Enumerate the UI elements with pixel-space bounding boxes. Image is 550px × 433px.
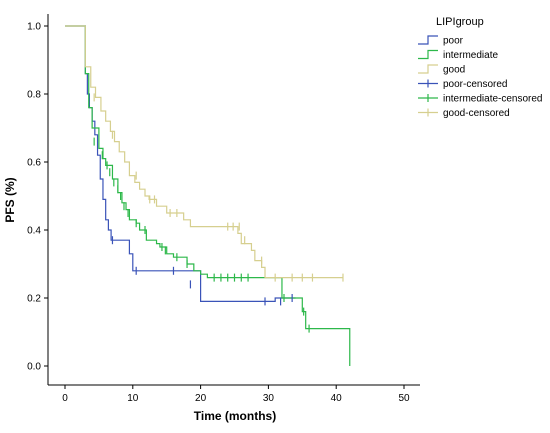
y-ticks: 0.0 0.2 0.4 0.6 0.8 1.0 xyxy=(27,22,48,373)
x-tick-label: 0 xyxy=(62,393,68,404)
series-line-intermediate xyxy=(65,25,351,366)
legend-items: poor intermediate good poor-censored interme… xyxy=(418,35,543,119)
legend-swatch-step xyxy=(418,49,438,60)
x-tick-label: 40 xyxy=(331,393,343,404)
legend: LIPIgroup poor intermediate good poor-censo… xyxy=(418,16,543,119)
y-tick-label: 1.0 xyxy=(27,22,41,33)
legend-swatch-step xyxy=(418,64,438,74)
x-tick-label: 10 xyxy=(127,393,139,404)
legend-item-intermediate-censored: intermediate-censored xyxy=(418,94,543,105)
legend-item-poor: poor xyxy=(418,35,464,47)
x-tick-label: 30 xyxy=(263,393,275,404)
x-ticks: 0 10 20 30 40 50 xyxy=(62,385,410,404)
censor-layer xyxy=(93,93,344,333)
legend-item-poor-censored: poor-censored xyxy=(418,79,507,90)
legend-label: good-censored xyxy=(443,108,510,119)
y-tick-label: 0.8 xyxy=(27,90,41,101)
series-layer xyxy=(65,25,351,366)
legend-label: good xyxy=(443,65,465,76)
series-line-poor xyxy=(65,25,296,302)
legend-label: intermediate-censored xyxy=(443,94,543,105)
y-tick-label: 0.2 xyxy=(27,294,41,305)
x-tick-label: 20 xyxy=(195,393,207,404)
legend-title: LIPIgroup xyxy=(436,16,484,28)
x-tick-label: 50 xyxy=(398,393,410,404)
legend-item-intermediate: intermediate xyxy=(418,49,498,61)
legend-swatch-step xyxy=(418,35,438,45)
x-axis-title: Time (months) xyxy=(194,409,276,423)
legend-label: poor xyxy=(443,36,464,47)
legend-item-good: good xyxy=(418,64,465,76)
y-axis-title: PFS (%) xyxy=(3,177,17,222)
legend-item-good-censored: good-censored xyxy=(418,108,510,119)
series-line-good xyxy=(65,25,343,279)
y-tick-label: 0.6 xyxy=(27,158,41,169)
plot-frame xyxy=(47,14,420,386)
y-tick-label: 0.4 xyxy=(27,226,41,237)
y-tick-label: 0.0 xyxy=(27,362,41,373)
legend-label: intermediate xyxy=(443,50,498,61)
legend-label: poor-censored xyxy=(443,79,507,90)
